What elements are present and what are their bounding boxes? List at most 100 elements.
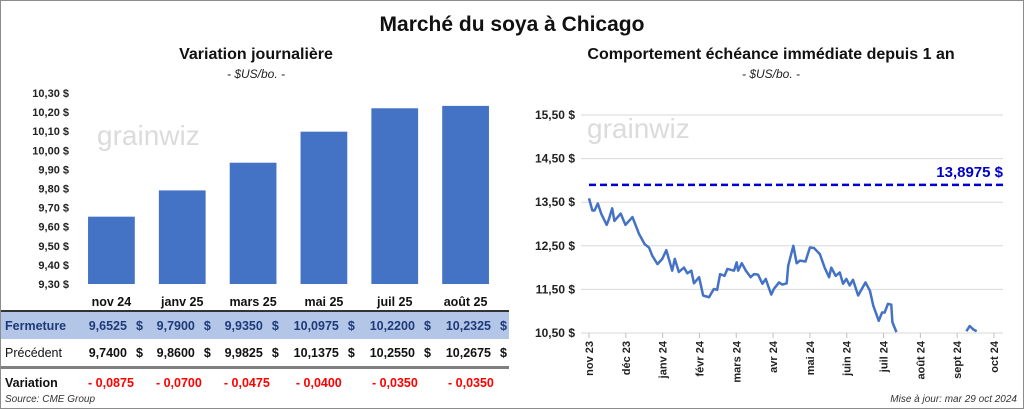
table-cell: - 0,0875 xyxy=(77,368,145,397)
cell-value: - 0,0875 xyxy=(88,375,134,390)
bar xyxy=(300,131,348,284)
x-tick-label: nov 24 xyxy=(92,295,132,309)
row-label: Fermeture xyxy=(1,310,77,339)
y-tick-label: 9,60 $ xyxy=(38,222,69,234)
y-tick-label: 9,80 $ xyxy=(38,184,69,196)
cell-value: 10,2675 xyxy=(445,345,491,360)
cell-value: 10,2325 xyxy=(445,318,491,333)
bar-chart: grainwiz 9,30 $ 9,40 $ 9,50 $ 9,60 $ 9,70 $ 9… xyxy=(32,88,489,309)
y-tick-label: 9,30 $ xyxy=(38,279,69,291)
cell-value: 10,2550 xyxy=(369,345,415,360)
x-tick-label: août 24 xyxy=(915,340,927,379)
x-tick-label: août 25 xyxy=(444,295,488,309)
reference-line-label: 13,8975 $ xyxy=(936,164,1003,181)
table-cell: - 0,0700 xyxy=(145,368,213,397)
table-row-précédent: Précédent 9,7400 $9,8600 $9,9825 $10,1375 $ 10… xyxy=(1,339,509,369)
table-cell: 10,2675 $ xyxy=(432,339,509,369)
cell-value: - 0,0350 xyxy=(371,375,418,390)
y-tick-label: 10,20 $ xyxy=(32,107,69,119)
currency-symbol: $ xyxy=(500,345,507,360)
table-cell: - 0,0400 xyxy=(281,368,357,397)
cell-value: 9,9825 xyxy=(224,345,263,360)
table-cell: 10,2325 $ xyxy=(432,310,509,339)
currency-symbol: $ xyxy=(135,345,143,360)
svg-text:grainwiz: grainwiz xyxy=(587,113,690,144)
cell-value: 9,7400 xyxy=(88,345,127,360)
y-tick-label: 15,50 $ xyxy=(535,108,575,122)
cell-value: 9,6525 xyxy=(88,318,127,333)
x-tick-label: déc 23 xyxy=(621,341,633,375)
currency-symbol: $ xyxy=(203,345,211,360)
table-cell: - 0,0350 xyxy=(357,368,433,397)
x-tick-label: avr 24 xyxy=(768,340,780,373)
table-row-fermeture: Fermeture 9,6525 $9,7900 $9,9350 $10,0975 $10… xyxy=(1,310,509,339)
x-tick-label: juil 25 xyxy=(376,295,412,309)
currency-symbol: $ xyxy=(135,318,143,333)
source-note: Source: CME Group xyxy=(5,394,96,405)
cell-value: 9,7900 xyxy=(156,318,195,333)
x-tick-label: mai 24 xyxy=(805,340,817,375)
y-tick-label: 14,50 $ xyxy=(535,152,575,166)
x-tick-label: nov 23 xyxy=(584,341,596,376)
table-cell: 9,6525 $ xyxy=(77,310,145,339)
y-tick-label: 10,10 $ xyxy=(32,126,69,138)
x-tick-label: juin 24 xyxy=(842,340,854,377)
table-cell: 10,0975 $ xyxy=(280,310,357,339)
table-row-variation: Variation - 0,0875 - 0,0700 - 0,0475 - 0,040… xyxy=(1,368,509,397)
currency-symbol: $ xyxy=(423,345,431,360)
x-tick-label: mai 25 xyxy=(304,295,343,309)
table-cell: 10,2200 $ xyxy=(356,310,433,339)
cell-value: 9,9350 xyxy=(224,318,263,333)
currency-symbol: $ xyxy=(271,345,279,360)
currency-symbol: $ xyxy=(203,318,211,333)
watermark-logo: grainwiz xyxy=(97,120,200,151)
x-tick-label: janv 24 xyxy=(658,340,670,379)
x-tick-label: oct 24 xyxy=(989,340,1001,373)
cell-value: 10,2200 xyxy=(369,318,415,333)
x-tick-label: sept 24 xyxy=(952,340,964,379)
svg-text:grainwiz: grainwiz xyxy=(97,120,200,151)
bar xyxy=(88,216,135,284)
y-tick-label: 11,50 $ xyxy=(536,282,576,296)
x-tick-label: févr 24 xyxy=(694,340,706,376)
bar xyxy=(158,190,206,284)
table-cell: 9,8600 $ xyxy=(144,339,213,369)
cell-value: 10,0975 xyxy=(293,318,339,333)
bar xyxy=(442,105,489,284)
y-tick-label: 10,30 $ xyxy=(32,88,69,100)
table-cell: - 0,0475 xyxy=(213,368,281,397)
table-cell: 10,1375 $ xyxy=(280,339,357,369)
page-title: Marché du soya à Chicago xyxy=(379,13,645,36)
bar xyxy=(371,108,419,284)
currency-symbol: $ xyxy=(271,318,279,333)
x-tick-label: juil 24 xyxy=(879,340,891,373)
row-label: Précédent xyxy=(1,339,77,369)
cell-value: 9,8600 xyxy=(156,345,195,360)
table-cell: 9,9350 $ xyxy=(212,310,281,339)
x-tick-label: janv 25 xyxy=(160,295,203,309)
price-table: Fermeture 9,6525 $9,7900 $9,9350 $10,0975 $10… xyxy=(1,310,509,396)
table-cell: - 0,0350 xyxy=(433,368,509,397)
y-tick-label: 9,50 $ xyxy=(38,241,69,253)
y-tick-label: 13,50 $ xyxy=(535,195,575,209)
cell-value: - 0,0400 xyxy=(295,375,342,390)
cell-value: - 0,0700 xyxy=(155,375,202,390)
y-tick-label: 10,00 $ xyxy=(32,145,69,157)
table-cell: 9,9825 $ xyxy=(212,339,281,369)
table-cell: 9,7900 $ xyxy=(144,310,213,339)
row-label: Variation xyxy=(5,375,58,390)
line-chart: grainwiz 10,50 $ 11,50 $ 12,50 $ 13,50 $ 14,… xyxy=(535,108,1004,383)
y-tick-label: 9,70 $ xyxy=(38,203,69,215)
table-cell: 9,7400 $ xyxy=(77,339,145,369)
watermark-logo: grainwiz xyxy=(587,113,690,144)
left-chart-unit: - $US/bo. - xyxy=(226,67,286,81)
right-chart-title: Comportement échéance immédiate depuis 1… xyxy=(587,46,955,63)
y-tick-label: 9,90 $ xyxy=(38,164,69,176)
y-tick-label: 12,50 $ xyxy=(535,239,575,253)
cell-value: - 0,0350 xyxy=(448,375,494,390)
price-line-segment2 xyxy=(965,324,978,333)
currency-symbol: $ xyxy=(347,318,355,333)
price-line-segment1 xyxy=(587,197,898,333)
y-tick-label: 10,50 $ xyxy=(535,326,575,340)
left-chart-title: Variation journalière xyxy=(179,46,333,63)
